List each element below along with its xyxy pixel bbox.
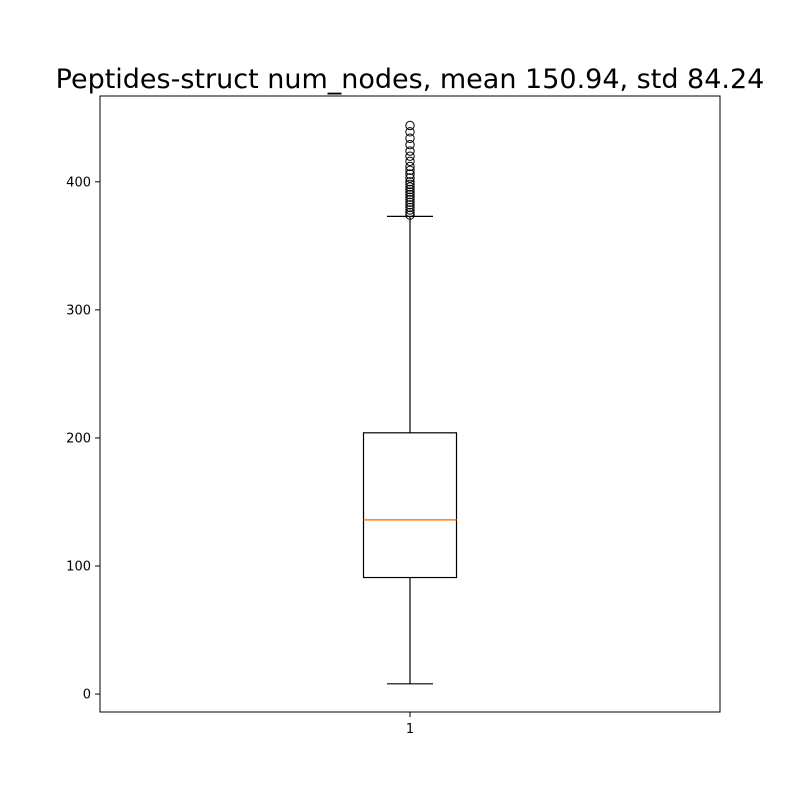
y-tick-label: 200 [66, 431, 91, 446]
outlier-point [405, 127, 415, 137]
y-tick-label: 100 [66, 560, 91, 575]
outlier-point [405, 169, 415, 179]
outlier-point [405, 182, 415, 192]
iqr-box [362, 432, 458, 579]
x-tick-label: 1 [406, 722, 414, 737]
outlier-point [405, 161, 415, 172]
outlier-point [405, 173, 415, 183]
y-axis: 0 100 200 300 400 [66, 175, 100, 703]
y-tick-label: 400 [66, 175, 91, 190]
outlier-point [405, 197, 415, 207]
outlier-point [405, 133, 415, 143]
outlier-point [405, 139, 415, 150]
outlier-point [405, 200, 415, 210]
outlier-point [405, 207, 415, 218]
outlier-point [405, 156, 415, 167]
outlier-point [405, 177, 415, 187]
outlier-point [405, 187, 415, 197]
outlier-point [405, 146, 415, 156]
chart-title: Peptides-struct num_nodes, mean 150.94, … [56, 64, 765, 95]
outlier-point [405, 192, 415, 202]
boxplot-group [362, 120, 458, 685]
x-axis: 1 [406, 712, 414, 737]
outlier-point [405, 179, 415, 190]
outlier-point [405, 120, 415, 131]
y-tick-label: 0 [83, 688, 91, 703]
outlier-point [405, 184, 415, 195]
outlier-point [405, 189, 415, 200]
y-tick-label: 300 [66, 303, 91, 318]
outlier-point [405, 205, 415, 215]
outlier-point [405, 202, 415, 213]
outlier-point [405, 195, 415, 205]
outlier-point [405, 210, 415, 220]
outlier-point [405, 165, 415, 175]
outlier-point [405, 151, 415, 161]
